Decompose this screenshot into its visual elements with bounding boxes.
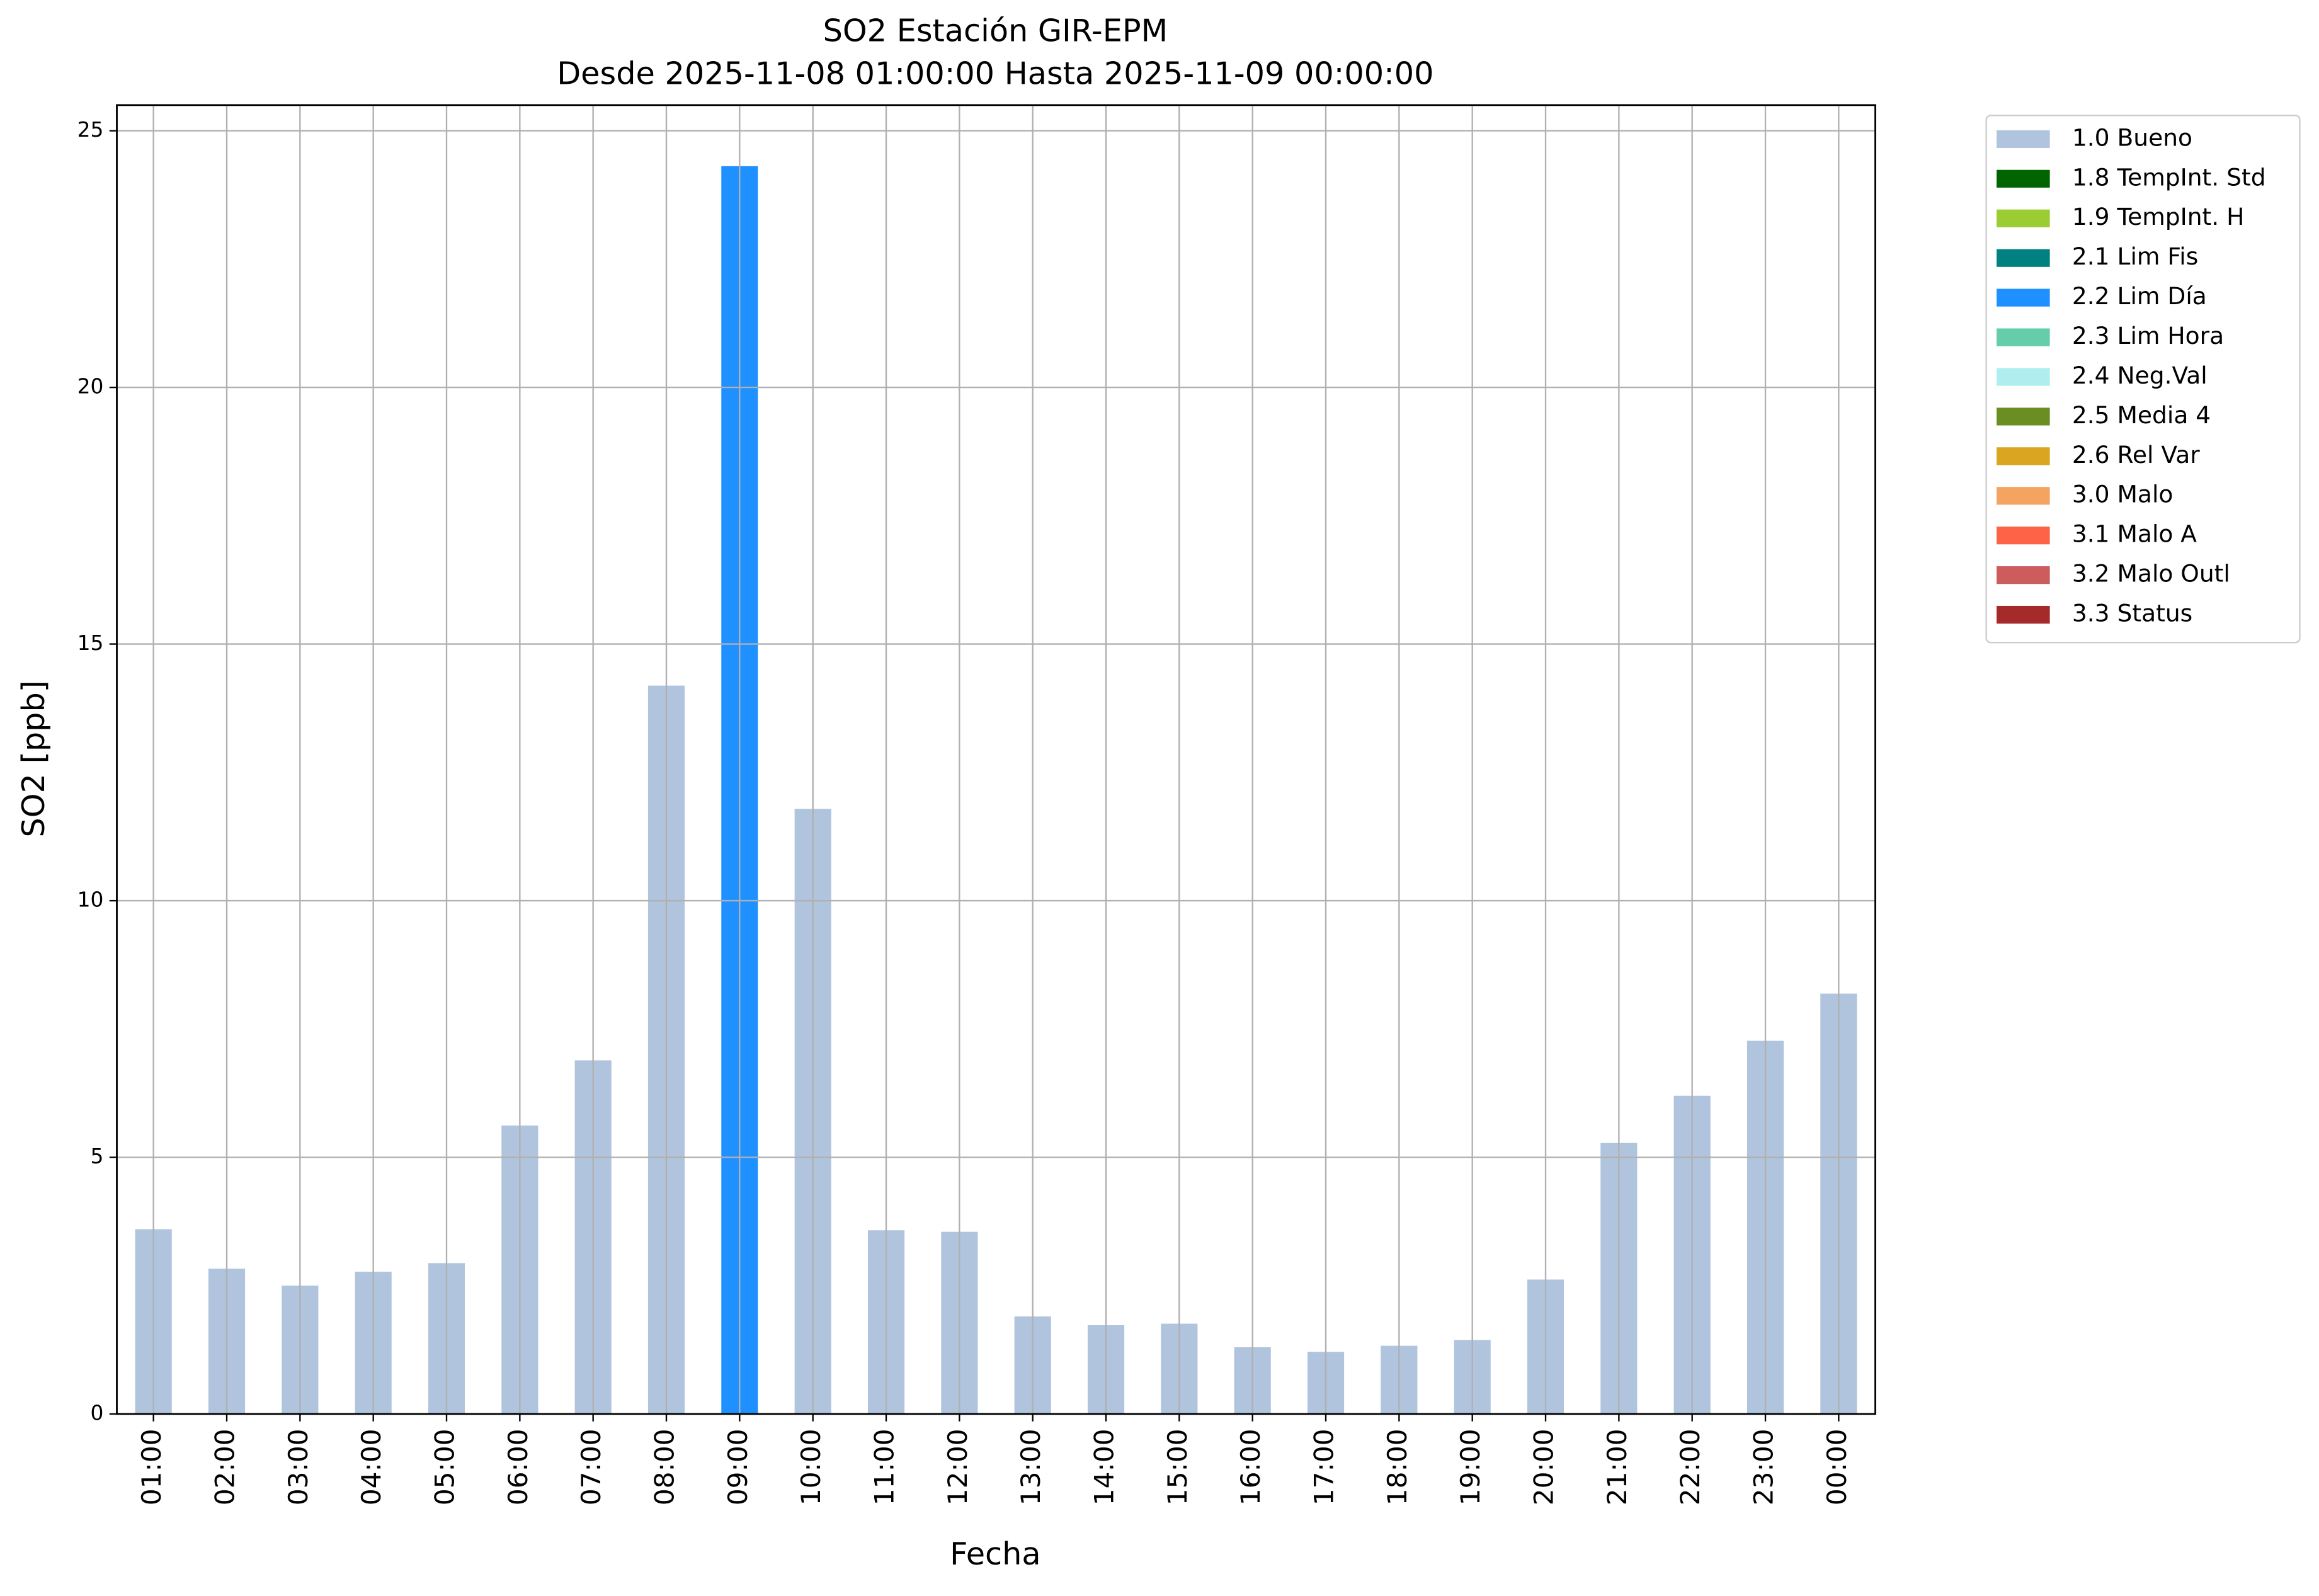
legend-swatch bbox=[1997, 487, 2050, 505]
legend-label: 2.1 Lim Fis bbox=[2072, 242, 2198, 270]
y-axis-label: SO2 [ppb] bbox=[15, 680, 52, 837]
x-tick-label: 05:00 bbox=[430, 1429, 460, 1506]
chart-title: SO2 Estación GIR-EPM bbox=[823, 12, 1168, 48]
x-tick-label: 04:00 bbox=[356, 1429, 387, 1506]
x-tick-label: 16:00 bbox=[1235, 1429, 1266, 1506]
legend-label: 3.3 Status bbox=[2072, 600, 2192, 627]
x-tick-label: 08:00 bbox=[649, 1429, 680, 1506]
y-tick-label: 0 bbox=[90, 1401, 103, 1425]
x-tick-label: 02:00 bbox=[210, 1429, 241, 1506]
legend-swatch bbox=[1997, 328, 2050, 346]
legend-label: 3.2 Malo Outl bbox=[2072, 560, 2230, 588]
x-tick-label: 21:00 bbox=[1602, 1429, 1632, 1506]
legend-label: 3.1 Malo A bbox=[2072, 520, 2197, 548]
x-tick-label: 03:00 bbox=[283, 1429, 314, 1506]
x-tick-label: 20:00 bbox=[1529, 1429, 1559, 1506]
y-tick-label: 15 bbox=[77, 630, 104, 655]
legend-label: 2.2 Lim Día bbox=[2072, 282, 2207, 310]
legend-label: 1.9 TempInt. H bbox=[2072, 203, 2245, 231]
legend-frame bbox=[1985, 115, 2301, 644]
x-tick-label: 09:00 bbox=[722, 1429, 753, 1506]
x-tick-label: 15:00 bbox=[1162, 1429, 1193, 1506]
legend-label: 2.5 Media 4 bbox=[2072, 401, 2211, 429]
y-tick-label: 5 bbox=[90, 1144, 103, 1168]
legend-swatch bbox=[1997, 169, 2050, 188]
legend-swatch bbox=[1997, 605, 2050, 624]
x-tick-label: 14:00 bbox=[1089, 1429, 1120, 1506]
x-tick-label: 10:00 bbox=[795, 1429, 826, 1506]
legend-swatch bbox=[1997, 447, 2050, 465]
y-tick-label: 20 bbox=[77, 374, 104, 399]
legend-swatch bbox=[1997, 408, 2050, 426]
legend-label: 1.0 Bueno bbox=[2072, 123, 2192, 151]
legend-swatch bbox=[1997, 288, 2050, 307]
x-tick-label: 07:00 bbox=[576, 1429, 607, 1506]
legend-swatch bbox=[1997, 249, 2050, 267]
x-tick-label: 19:00 bbox=[1455, 1429, 1486, 1506]
legend-swatch bbox=[1997, 368, 2050, 386]
y-tick-label: 25 bbox=[77, 117, 104, 142]
x-axis-label: Fecha bbox=[950, 1536, 1041, 1572]
legend-swatch bbox=[1997, 566, 2050, 584]
x-tick-label: 23:00 bbox=[1748, 1429, 1779, 1506]
x-tick-label: 11:00 bbox=[869, 1429, 900, 1506]
x-tick-label: 00:00 bbox=[1821, 1429, 1852, 1506]
plot-frame bbox=[116, 104, 1876, 1415]
x-tick-label: 18:00 bbox=[1382, 1429, 1413, 1506]
x-tick-label: 12:00 bbox=[942, 1429, 973, 1506]
legend-swatch bbox=[1997, 209, 2050, 227]
legend-label: 2.4 Neg.Val bbox=[2072, 362, 2208, 389]
x-tick-label: 13:00 bbox=[1015, 1429, 1046, 1506]
x-tick-label: 06:00 bbox=[503, 1429, 533, 1506]
legend-label: 3.0 Malo bbox=[2072, 481, 2174, 508]
legend-label: 2.3 Lim Hora bbox=[2072, 322, 2224, 350]
x-tick-label: 22:00 bbox=[1675, 1429, 1706, 1506]
y-tick-label: 10 bbox=[77, 887, 104, 912]
chart-subtitle: Desde 2025-11-08 01:00:00 Hasta 2025-11-… bbox=[557, 55, 1433, 91]
legend-swatch bbox=[1997, 130, 2050, 148]
legend-label: 2.6 Rel Var bbox=[2072, 441, 2200, 469]
legend-swatch bbox=[1997, 527, 2050, 545]
x-tick-label: 17:00 bbox=[1309, 1429, 1340, 1506]
x-tick-label: 01:00 bbox=[136, 1429, 167, 1506]
legend-label: 1.8 TempInt. Std bbox=[2072, 163, 2266, 191]
